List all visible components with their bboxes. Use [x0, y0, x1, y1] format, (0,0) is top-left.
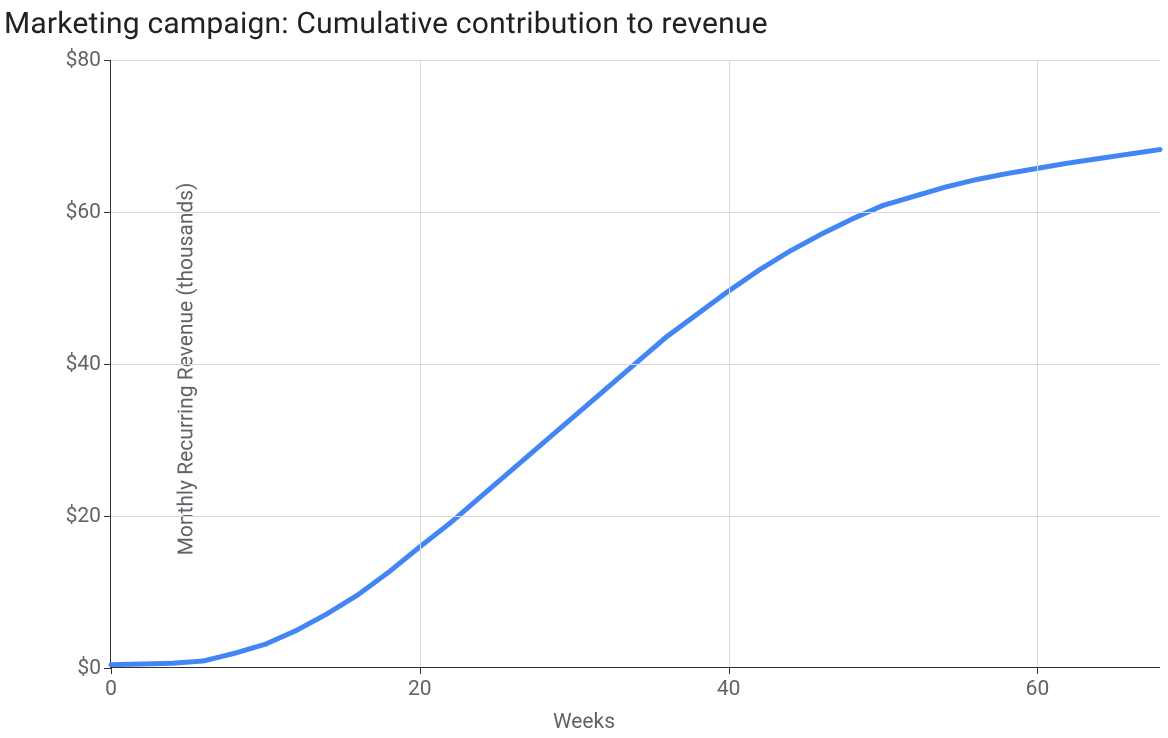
y-tick-label: $80: [66, 48, 101, 72]
y-tick: [104, 364, 111, 365]
x-axis-label: Weeks: [553, 710, 615, 734]
gridline-horizontal: [111, 60, 1160, 61]
gridline-horizontal: [111, 364, 1160, 365]
plot-area: $0$20$40$60$800204060: [110, 60, 1160, 668]
y-tick-label: $20: [66, 504, 101, 528]
gridline-horizontal: [111, 516, 1160, 517]
chart-title: Marketing campaign: Cumulative contribut…: [4, 6, 768, 41]
y-tick-label: $0: [77, 656, 101, 680]
x-tick: [111, 667, 112, 674]
y-tick: [104, 60, 111, 61]
gridline-vertical: [420, 60, 421, 667]
x-tick: [1037, 667, 1038, 674]
y-tick-label: $60: [66, 200, 101, 224]
gridline-vertical: [729, 60, 730, 667]
gridline-vertical: [1037, 60, 1038, 667]
series-line: [111, 150, 1160, 665]
y-tick-label: $40: [66, 352, 101, 376]
x-tick-label: 20: [408, 677, 432, 701]
y-tick: [104, 212, 111, 213]
y-tick: [104, 516, 111, 517]
y-tick: [104, 668, 111, 669]
x-tick-label: 60: [1026, 677, 1050, 701]
x-tick: [729, 667, 730, 674]
x-tick-label: 40: [717, 677, 741, 701]
x-tick-label: 0: [105, 677, 117, 701]
x-tick: [420, 667, 421, 674]
chart-container: Marketing campaign: Cumulative contribut…: [0, 0, 1168, 738]
gridline-horizontal: [111, 212, 1160, 213]
